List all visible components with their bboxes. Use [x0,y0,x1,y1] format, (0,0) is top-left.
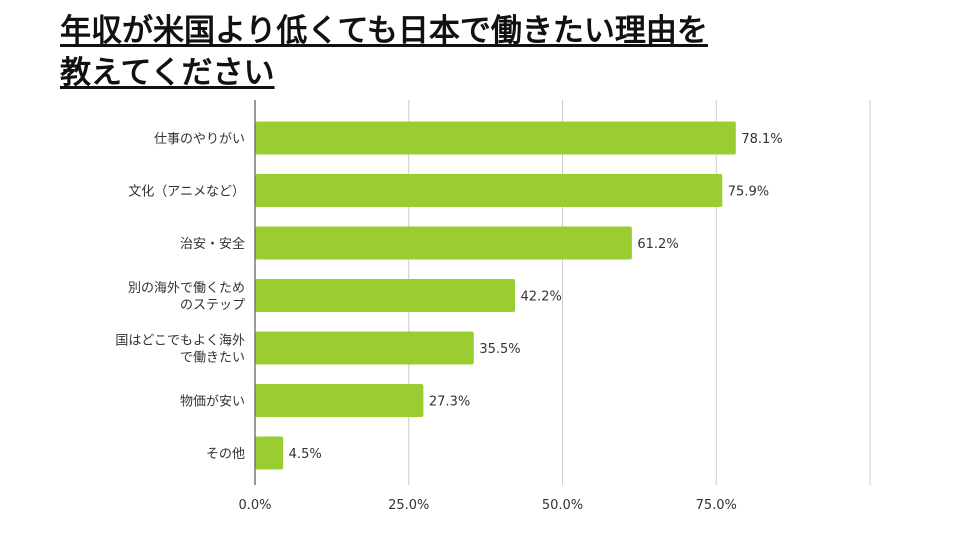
data-label: 75.9% [728,185,769,200]
data-label: 35.5% [479,342,520,357]
slide-title: 年収が米国より低くても日本で働きたい理由を 教えてください [60,10,920,94]
bar [255,174,723,207]
x-tick-label: 50.0% [542,498,583,513]
title-line-2: 教えてください [60,55,275,91]
x-tick-label: 25.0% [388,498,429,513]
bar [255,331,474,365]
x-tick-label: 75.0% [696,498,737,513]
data-label: 78.1% [741,132,782,147]
gridlines [254,100,871,485]
bar [255,436,284,470]
x-tick-label: 0.0% [238,498,271,513]
data-label: 61.2% [637,237,678,252]
data-label: 42.2% [521,290,562,305]
bar [255,384,424,417]
labels: 0.0% 25.0% 50.0% 75.0% 78.1% 仕事のやりがい 75.9% 文化（ア… [115,132,782,513]
data-label: 27.3% [429,395,470,410]
data-label: 4.5% [289,447,322,462]
category-label: 物価が安い [180,395,245,410]
category-label: 文化（アニメなど） [128,185,245,200]
category-label: 別の海外で働くためのステップ [128,281,245,313]
title-line-1: 年収が米国より低くても日本で働きたい理由を [60,13,708,49]
category-label: 治安・安全 [180,236,245,252]
bars [255,121,736,470]
bar [255,226,632,260]
bar [255,121,736,155]
category-label: その他 [206,447,245,462]
category-label: 仕事のやりがい [154,132,245,147]
category-label: 国はどこでもよく海外で働きたい [115,334,245,366]
bar [255,279,516,312]
